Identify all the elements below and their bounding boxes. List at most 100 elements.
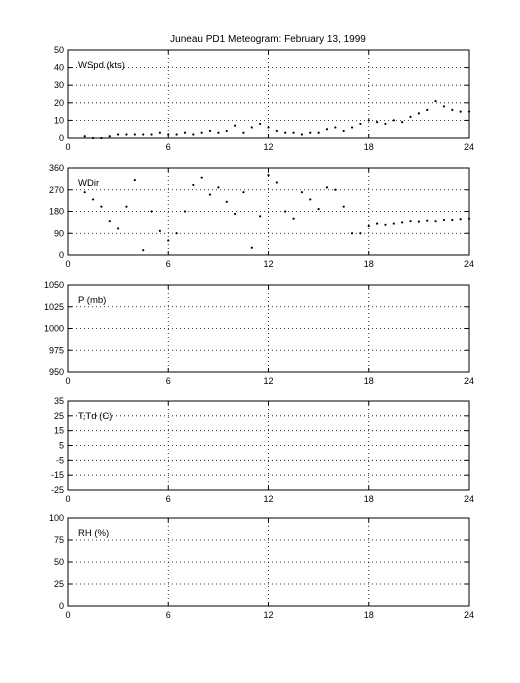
data-point	[192, 133, 195, 136]
data-point	[150, 210, 153, 213]
x-tick-label: 18	[364, 259, 374, 269]
y-tick-label: 0	[59, 601, 64, 611]
data-point	[259, 122, 262, 126]
data-point	[175, 232, 178, 235]
y-tick-label: -25	[51, 485, 64, 495]
y-tick-label: -15	[51, 470, 64, 480]
data-point	[192, 183, 195, 187]
y-tick-label: 90	[54, 228, 64, 238]
data-point	[384, 223, 387, 226]
data-point	[225, 200, 228, 203]
data-point	[384, 122, 387, 126]
y-tick-label: 35	[54, 396, 64, 406]
data-point	[359, 122, 362, 126]
data-point	[309, 198, 312, 201]
data-point	[91, 198, 95, 201]
data-point	[467, 217, 471, 220]
x-tick-label: 18	[364, 610, 374, 620]
data-point	[459, 110, 462, 113]
y-tick-label: 10	[54, 115, 64, 125]
x-tick-label: 24	[464, 142, 474, 152]
data-point	[183, 131, 187, 134]
data-point	[142, 249, 145, 252]
figure-title: Juneau PD1 Meteogram: February 13, 1999	[170, 34, 366, 45]
x-tick-label: 6	[166, 259, 171, 269]
data-point	[183, 210, 187, 213]
data-point	[100, 136, 103, 140]
x-tick-label: 18	[364, 494, 374, 504]
data-point	[434, 99, 437, 103]
y-tick-label: 50	[54, 557, 64, 567]
x-tick-label: 18	[364, 142, 374, 152]
x-tick-label: 0	[65, 376, 70, 386]
y-tick-label: 30	[54, 80, 64, 90]
data-point	[401, 121, 404, 124]
x-tick-label: 6	[166, 610, 171, 620]
data-point	[317, 131, 320, 134]
data-point	[250, 126, 253, 129]
panel-3: 0 6 12 18 24 950 975 1000 1025 1050 P (mb)	[44, 280, 474, 386]
data-point	[284, 210, 287, 213]
data-point	[108, 220, 111, 223]
panel-label: P (mb)	[78, 295, 106, 306]
y-tick-label: 270	[49, 185, 64, 195]
data-point	[158, 229, 161, 232]
data-point	[292, 131, 295, 134]
data-point	[409, 220, 412, 223]
x-tick-label: 0	[65, 142, 70, 152]
data-point	[359, 232, 362, 235]
y-tick-label: 20	[54, 98, 64, 108]
data-point	[117, 227, 120, 230]
data-point	[125, 133, 128, 136]
data-point	[426, 108, 429, 111]
data-point	[133, 133, 136, 136]
data-point	[342, 129, 345, 133]
data-point	[300, 191, 304, 194]
data-point	[417, 220, 420, 223]
x-tick-label: 12	[263, 376, 273, 386]
data-point	[409, 115, 412, 118]
x-tick-label: 0	[65, 494, 70, 504]
y-tick-label: 5	[59, 441, 64, 451]
data-point	[108, 135, 111, 138]
x-tick-label: 0	[65, 610, 70, 620]
data-point	[300, 133, 304, 136]
y-tick-label: 100	[49, 513, 64, 523]
x-tick-label: 12	[263, 142, 273, 152]
y-tick-label: 975	[49, 345, 64, 355]
x-tick-label: 24	[464, 259, 474, 269]
data-point	[83, 191, 86, 194]
data-point	[376, 121, 379, 124]
data-point	[275, 129, 278, 133]
data-point	[367, 224, 370, 228]
data-point	[100, 205, 103, 208]
data-point	[350, 232, 354, 235]
data-point	[267, 126, 270, 129]
panel-2: 0 6 12 18 24 0 90 180 270 360 WDir	[49, 163, 474, 269]
data-point	[325, 128, 329, 131]
y-tick-label: 50	[54, 45, 64, 55]
data-point	[342, 205, 345, 208]
data-point	[200, 176, 203, 179]
data-point	[208, 193, 212, 196]
data-point	[225, 129, 228, 133]
data-point	[167, 133, 170, 136]
y-tick-label: 0	[59, 250, 64, 260]
y-tick-label: -5	[56, 455, 64, 465]
data-point	[459, 218, 462, 221]
data-point	[83, 135, 86, 138]
data-point	[117, 133, 120, 136]
data-point	[233, 124, 237, 127]
data-point	[175, 133, 178, 136]
panel-5: 0 6 12 18 24 0 25 50 75 100 RH (%)	[49, 513, 474, 620]
data-point	[217, 186, 220, 189]
data-point	[350, 126, 354, 129]
y-tick-label: 180	[49, 207, 64, 217]
x-tick-label: 24	[464, 494, 474, 504]
panel-4: 0 6 12 18 24 -25 -15 -5 5 15 25 35 T,Td (C)	[51, 396, 474, 504]
data-point	[417, 112, 420, 115]
data-point	[401, 221, 404, 224]
x-tick-label: 12	[263, 494, 273, 504]
